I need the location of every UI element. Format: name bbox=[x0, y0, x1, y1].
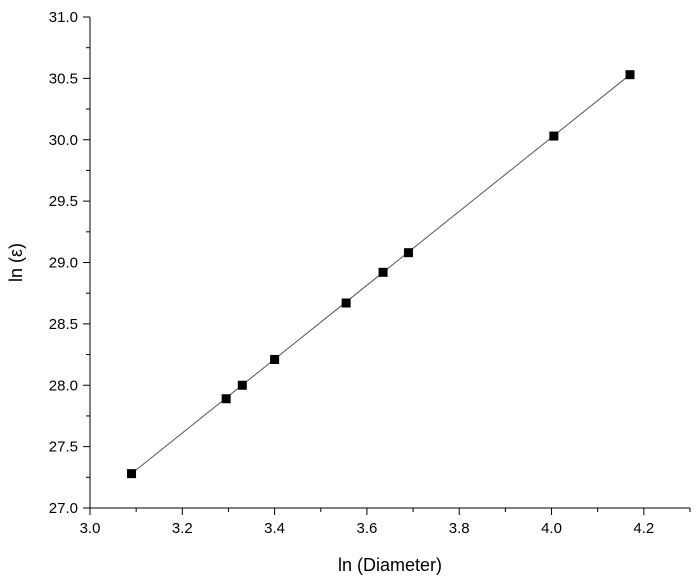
data-point bbox=[378, 267, 388, 277]
y-axis-ticks: 27.0 27.5 28.0 28.5 29.0 29.5 30.0 30.5 31.0 bbox=[49, 9, 90, 517]
y-tick-label: 28.5 bbox=[49, 316, 78, 333]
data-point bbox=[625, 70, 635, 80]
y-tick-label: 31.0 bbox=[49, 9, 78, 26]
y-tick-label: 30.0 bbox=[49, 132, 78, 149]
data-point bbox=[341, 298, 351, 308]
x-tick-label: 3.2 bbox=[172, 520, 193, 537]
y-axis-label: ln (ε) bbox=[6, 243, 26, 282]
x-tick-label: 4.0 bbox=[541, 520, 562, 537]
x-axis-label: ln (Diameter) bbox=[338, 555, 442, 575]
y-tick-label: 28.0 bbox=[49, 377, 78, 394]
data-point bbox=[221, 394, 231, 404]
x-tick-label: 3.6 bbox=[356, 520, 377, 537]
y-tick-label: 30.5 bbox=[49, 70, 78, 87]
x-axis-ticks: 3.0 3.2 3.4 3.6 3.8 4.0 4.2 bbox=[80, 508, 691, 537]
x-tick-label: 4.2 bbox=[633, 520, 654, 537]
y-tick-label: 27.5 bbox=[49, 439, 78, 456]
data-point bbox=[549, 131, 559, 141]
data-point bbox=[403, 248, 413, 258]
y-tick-label: 29.5 bbox=[49, 193, 78, 210]
x-tick-label: 3.0 bbox=[80, 520, 101, 537]
data-point bbox=[237, 380, 247, 390]
x-tick-label: 3.8 bbox=[449, 520, 470, 537]
x-tick-label: 3.4 bbox=[264, 520, 285, 537]
data-point bbox=[270, 354, 280, 364]
data-points bbox=[127, 70, 635, 479]
y-tick-label: 27.0 bbox=[49, 500, 78, 517]
data-point bbox=[127, 469, 137, 479]
y-tick-label: 29.0 bbox=[49, 255, 78, 272]
